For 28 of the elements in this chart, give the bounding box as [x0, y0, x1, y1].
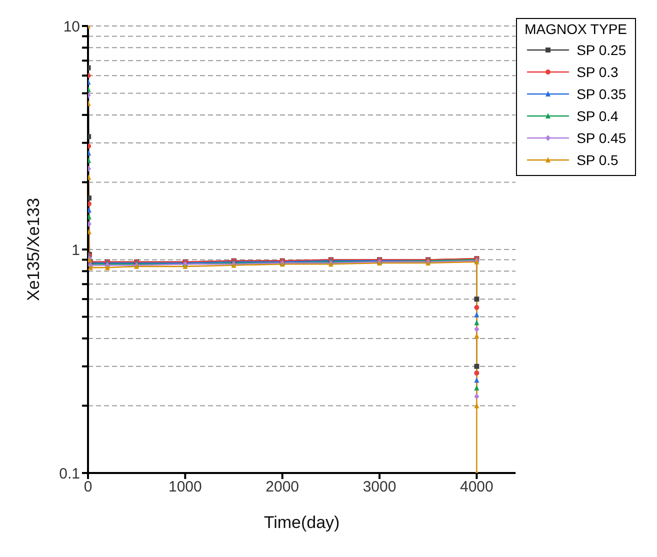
legend-label: SP 0.4 — [576, 108, 618, 124]
legend-label: SP 0.25 — [576, 42, 626, 58]
point — [104, 264, 110, 270]
x-tick-label: 3000 — [362, 478, 396, 496]
point — [88, 264, 93, 270]
legend-label: SP 0.45 — [576, 130, 626, 146]
legend-title: MAGNOX TYPE — [524, 21, 627, 37]
point — [474, 312, 480, 318]
point — [474, 296, 480, 302]
y-axis-title: Xe135/Xe133 — [24, 198, 44, 302]
point — [474, 326, 480, 332]
legend-label: SP 0.3 — [576, 64, 618, 80]
point — [474, 393, 480, 400]
y-tick-label: 0.1 — [59, 465, 80, 482]
legend-label: SP 0.35 — [576, 86, 626, 102]
point — [474, 320, 480, 326]
point — [474, 333, 480, 339]
x-tick-label: 4000 — [460, 478, 494, 496]
x-tick-label: 1000 — [168, 478, 202, 496]
x-axis-title: Time(day) — [264, 513, 340, 532]
y-tick-label: 1 — [72, 242, 80, 259]
point — [474, 377, 480, 383]
point — [474, 385, 480, 391]
point — [474, 364, 480, 369]
x-tick-label: 2000 — [266, 478, 300, 496]
y-tick-label: 10 — [63, 18, 80, 36]
x-tick-label: 0 — [84, 478, 92, 496]
legend-label: SP 0.5 — [576, 152, 618, 168]
